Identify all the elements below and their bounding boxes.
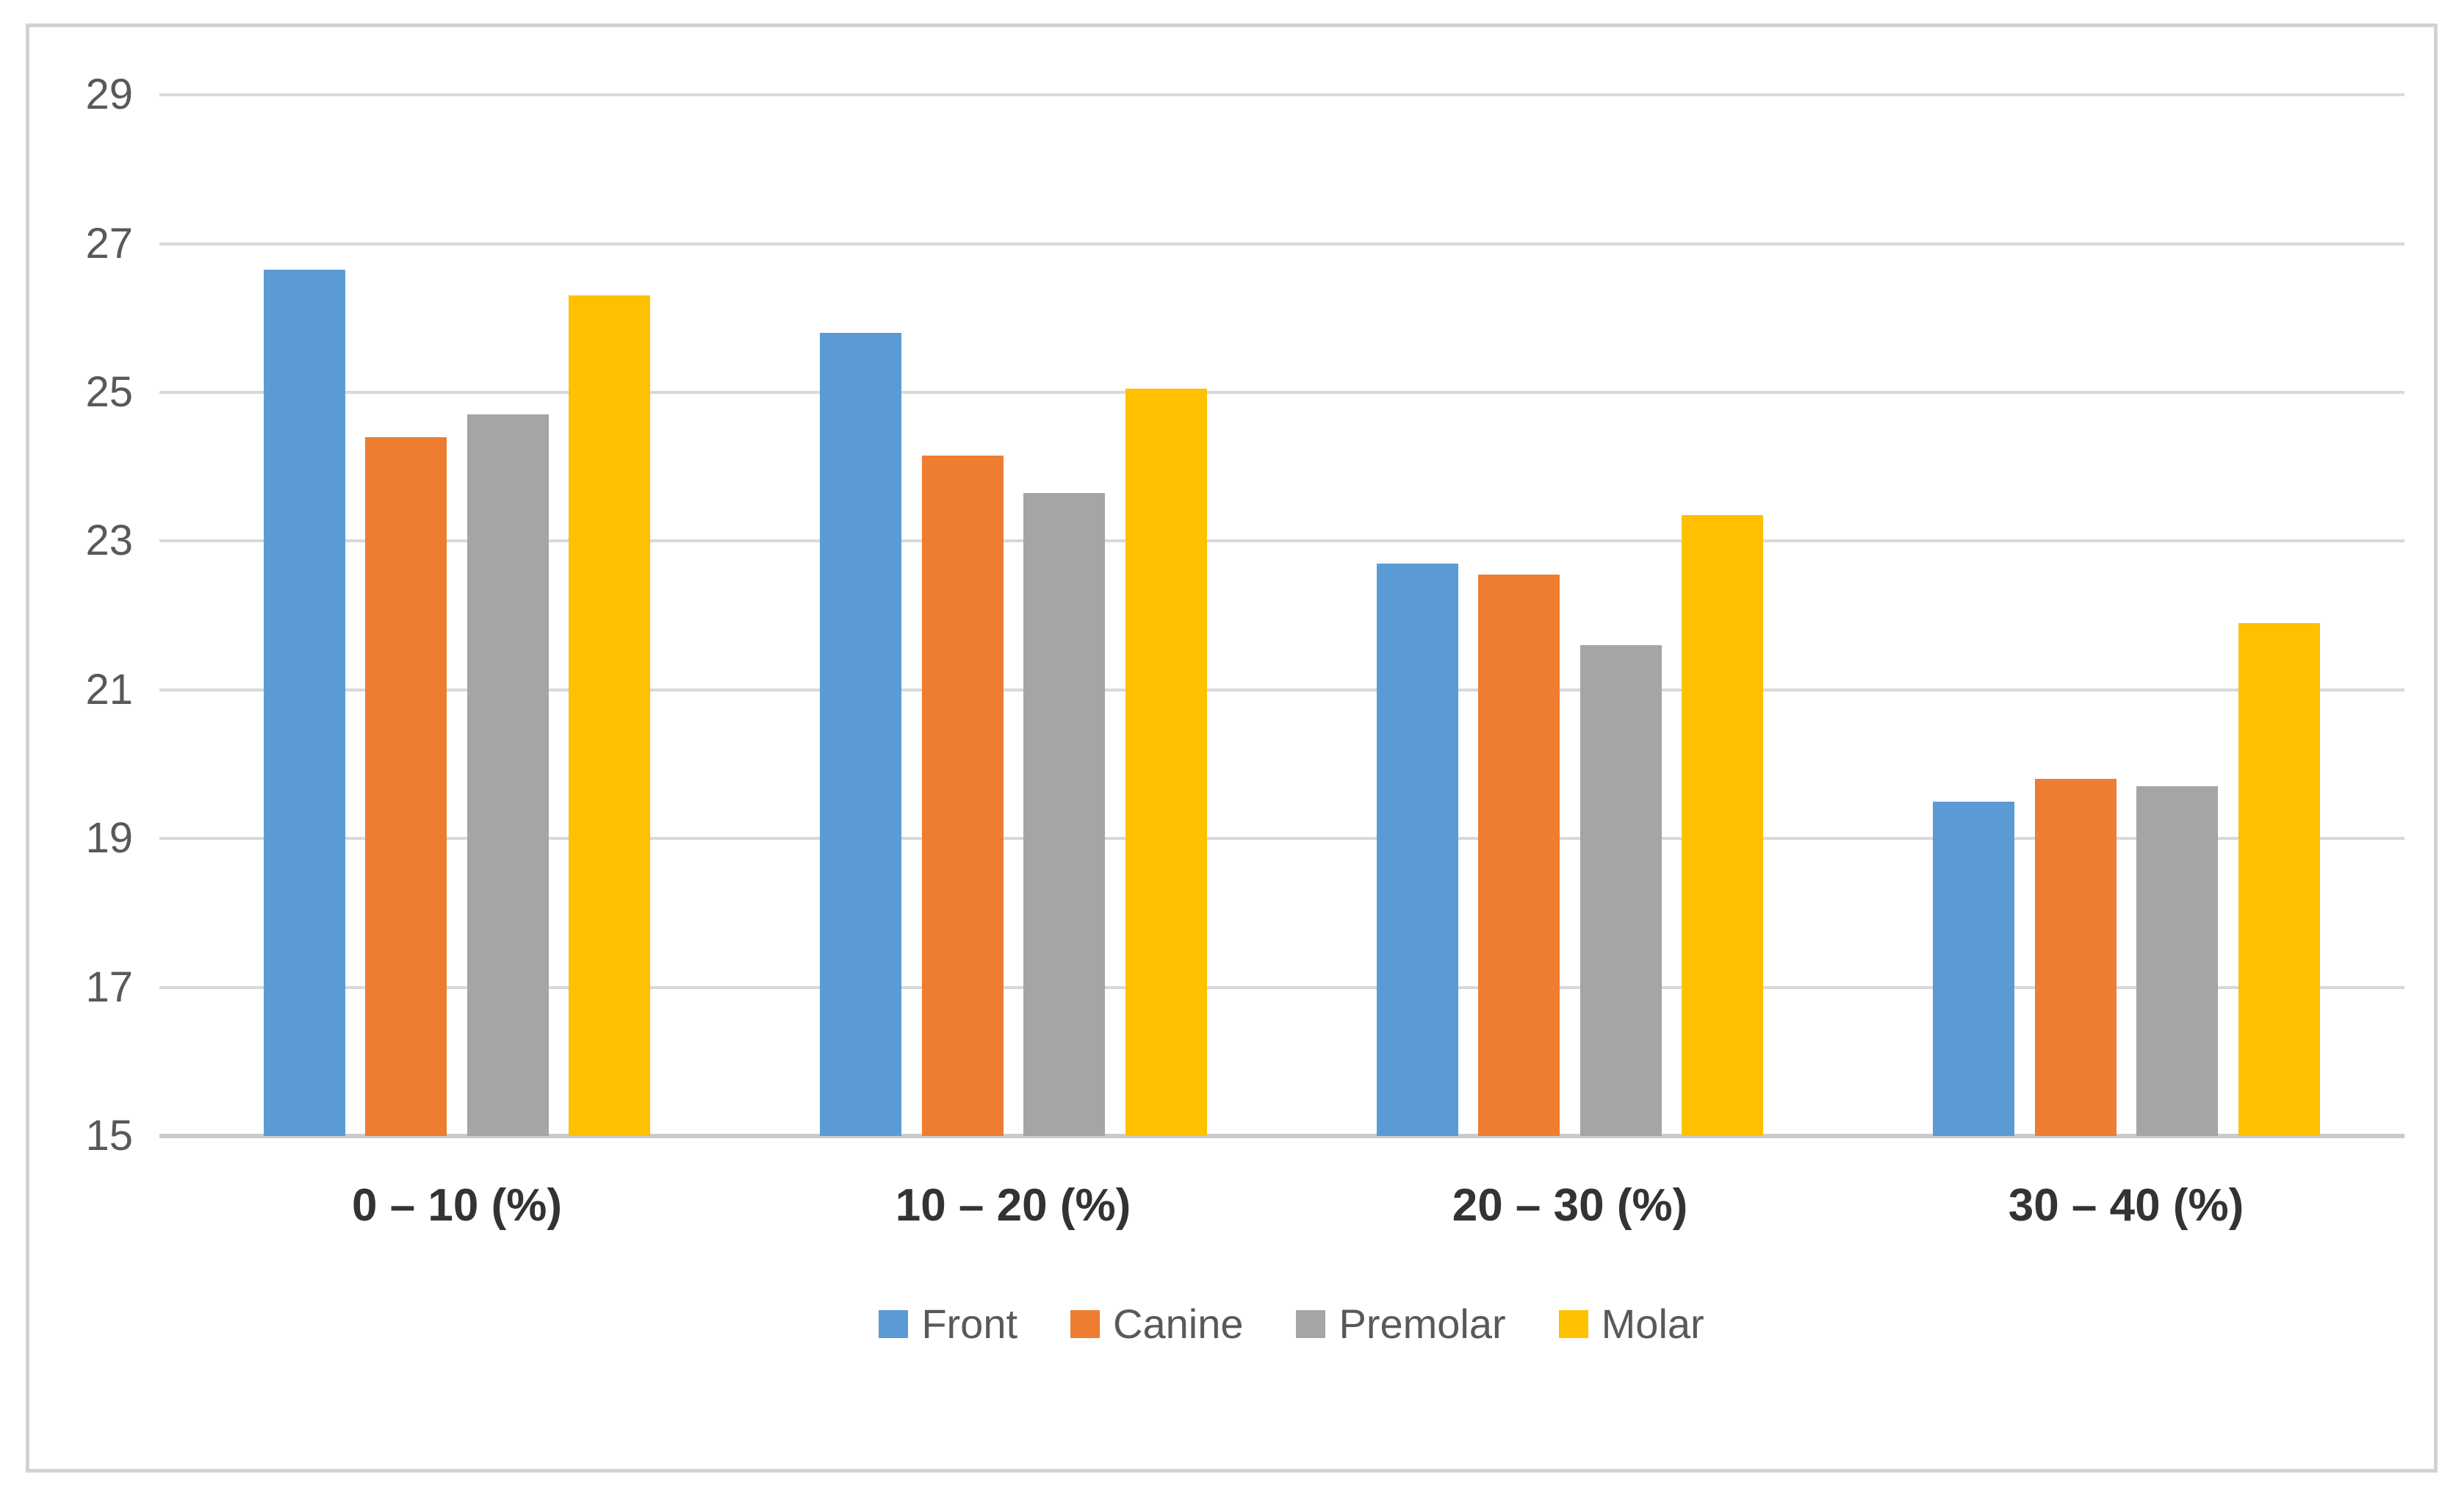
- bar-canine-group1: [365, 437, 447, 1136]
- chart-frame: 29 27 25 23 21 19 17 15 0 – 10 (%) 10 – 20 (%) 20…: [26, 24, 2438, 1473]
- bar-molar-group1: [569, 295, 650, 1136]
- legend-item-premolar: Premolar: [1296, 1298, 1506, 1350]
- bar-front-group4: [1933, 802, 2014, 1136]
- bar-canine-group2: [922, 456, 1004, 1136]
- x-axis-line: [159, 1134, 2404, 1138]
- legend-swatch-icon: [1558, 1310, 1588, 1338]
- legend-item-front: Front: [879, 1298, 1017, 1350]
- gridline: [159, 689, 2404, 691]
- chart-legend: Front Canine Premolar Molar: [179, 1291, 2404, 1357]
- gridline: [159, 242, 2404, 245]
- gridlines-layer: [29, 27, 2434, 1469]
- gridline: [159, 986, 2404, 989]
- y-axis-labels: 29 27 25 23 21 19 17 15: [29, 27, 2434, 1469]
- y-tick-label: 29: [85, 71, 133, 118]
- bar-canine-group3: [1478, 575, 1560, 1136]
- gridline: [159, 539, 2404, 542]
- y-tick-label: 25: [85, 368, 133, 416]
- bar-molar-group4: [2238, 623, 2320, 1136]
- y-tick-label: 19: [85, 814, 133, 862]
- legend-swatch-icon: [879, 1310, 909, 1338]
- legend-label: Canine: [1113, 1301, 1244, 1347]
- gridline: [159, 391, 2404, 394]
- bar-molar-group2: [1125, 389, 1207, 1136]
- legend-item-molar: Molar: [1558, 1298, 1704, 1350]
- category-label: 20 – 30 (%): [1452, 1180, 1688, 1231]
- legend-item-canine: Canine: [1070, 1298, 1243, 1350]
- legend-label: Front: [921, 1301, 1018, 1347]
- bar-premolar-group4: [2136, 786, 2218, 1136]
- x-axis-labels: 0 – 10 (%) 10 – 20 (%) 20 – 30 (%) 30 – 40 …: [29, 27, 2434, 1469]
- y-tick-label: 27: [85, 220, 133, 267]
- legend-label: Premolar: [1339, 1301, 1506, 1347]
- bar-molar-group3: [1682, 515, 1763, 1136]
- bar-canine-group4: [2035, 779, 2117, 1136]
- legend-swatch-icon: [1070, 1310, 1100, 1338]
- gridline: [159, 837, 2404, 840]
- bar-front-group2: [820, 333, 901, 1136]
- category-label: 30 – 40 (%): [2008, 1180, 2244, 1231]
- bar-premolar-group1: [467, 414, 549, 1136]
- category-label: 0 – 10 (%): [351, 1180, 563, 1231]
- y-tick-label: 21: [85, 666, 133, 713]
- bar-premolar-group2: [1023, 493, 1105, 1136]
- legend-label: Molar: [1601, 1301, 1704, 1347]
- y-tick-label: 17: [85, 963, 133, 1011]
- category-label: 10 – 20 (%): [895, 1180, 1131, 1231]
- gridline: [159, 93, 2404, 96]
- bar-front-group1: [264, 270, 345, 1136]
- bars-layer: [29, 27, 2434, 1469]
- y-tick-label: 15: [85, 1112, 133, 1160]
- y-tick-label: 23: [85, 517, 133, 564]
- legend-swatch-icon: [1296, 1310, 1326, 1338]
- bar-premolar-group3: [1580, 645, 1662, 1136]
- bar-front-group3: [1377, 564, 1458, 1136]
